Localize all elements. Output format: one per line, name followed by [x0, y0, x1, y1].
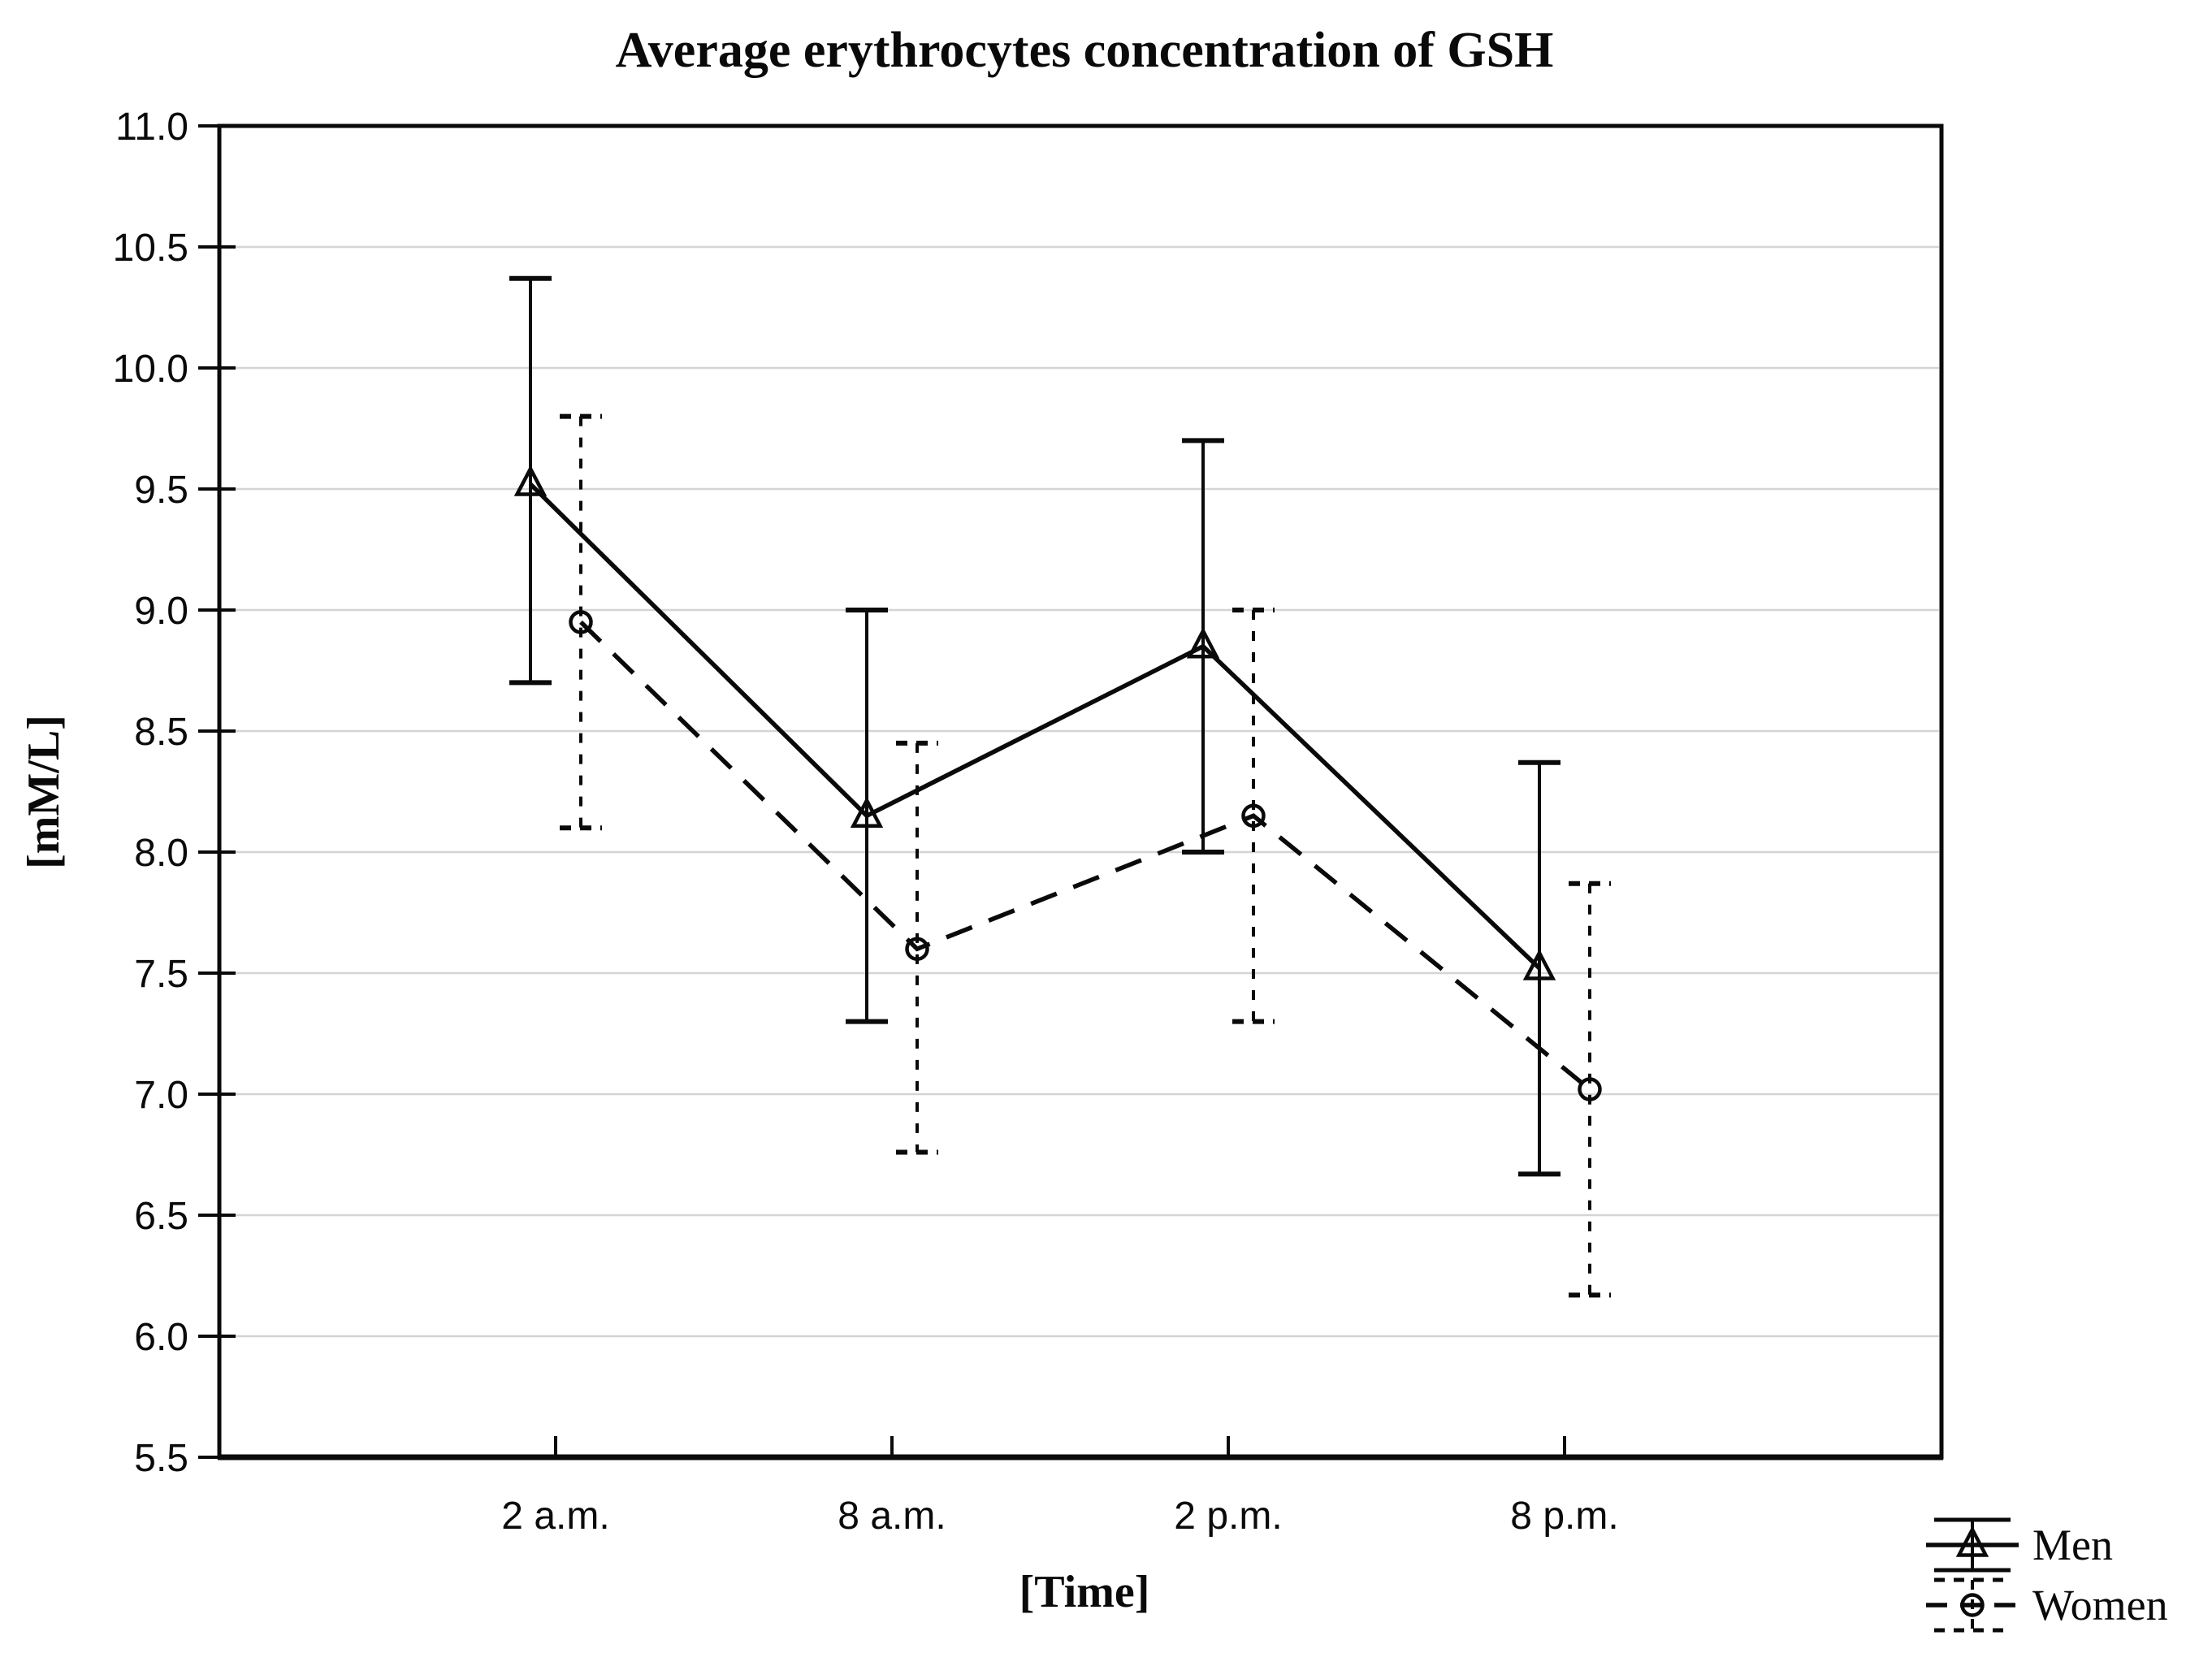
series-men — [509, 275, 1561, 1177]
gridlines — [222, 245, 1939, 1338]
error-bar — [1232, 608, 1275, 1024]
axis-ticks — [198, 124, 1566, 1459]
y-tick-label: 5.5 — [134, 1437, 188, 1480]
x-tick-labels: 2 a.m. 8 a.m. 2 p.m. 8 p.m. — [501, 1495, 1618, 1538]
x-tick-label: 8 a.m. — [838, 1495, 946, 1538]
series-women — [560, 413, 1611, 1298]
legend-circle-marker — [1960, 1593, 1985, 1617]
y-tick-label: 6.0 — [134, 1316, 188, 1359]
y-tick-label: 7.0 — [134, 1074, 188, 1117]
error-bar — [509, 275, 552, 686]
triangle-marker — [1522, 949, 1556, 980]
legend-item-women: Women — [1926, 1577, 2168, 1633]
data-series — [509, 275, 1611, 1298]
plot-frame — [217, 123, 1944, 1460]
triangle-marker — [1186, 626, 1220, 659]
legend-label: Women — [2032, 1581, 2168, 1629]
x-tick-label: 2 a.m. — [501, 1495, 609, 1538]
plot-border — [217, 123, 1944, 1460]
y-tick-label: 7.5 — [134, 953, 188, 996]
y-tick-label: 6.5 — [134, 1195, 188, 1238]
legend: Men Women — [1926, 1517, 2168, 1633]
error-bar — [1569, 881, 1611, 1298]
circle-marker — [1578, 1077, 1602, 1101]
legend-item-men: Men — [1926, 1517, 2113, 1573]
circle-marker — [569, 610, 593, 634]
error-bar — [560, 413, 602, 831]
y-tick-label: 9.0 — [134, 590, 188, 633]
error-bar — [896, 740, 938, 1155]
circle-marker — [1241, 803, 1266, 829]
legend-label: Men — [2032, 1521, 2113, 1569]
y-tick-label: 9.5 — [134, 469, 188, 512]
y-tick-label: 10.0 — [113, 348, 188, 391]
legend-triangle-marker — [1955, 1525, 1989, 1557]
circle-marker — [905, 937, 929, 961]
series-line-women — [579, 620, 1591, 1092]
x-tick-label: 8 p.m. — [1510, 1495, 1618, 1538]
y-tick-label: 8.5 — [134, 711, 188, 754]
y-tick-label: 10.5 — [113, 227, 188, 270]
y-tick-labels: 11.0 10.5 10.0 9.5 9.0 8.5 8.0 7.5 7.0 6.5 6.0 5.5 — [113, 106, 188, 1480]
series-line-men — [529, 482, 1541, 971]
y-tick-label: 8.0 — [134, 832, 188, 875]
triangle-marker — [513, 465, 548, 496]
chart-title: Average erythrocytes concentration of GS… — [616, 23, 1554, 78]
y-axis-title: [mM/L] — [19, 715, 69, 869]
y-tick-label: 11.0 — [115, 106, 188, 149]
triangle-marker — [850, 796, 884, 829]
x-axis-title: [Time] — [1019, 1567, 1150, 1617]
x-tick-label: 2 p.m. — [1174, 1495, 1282, 1538]
